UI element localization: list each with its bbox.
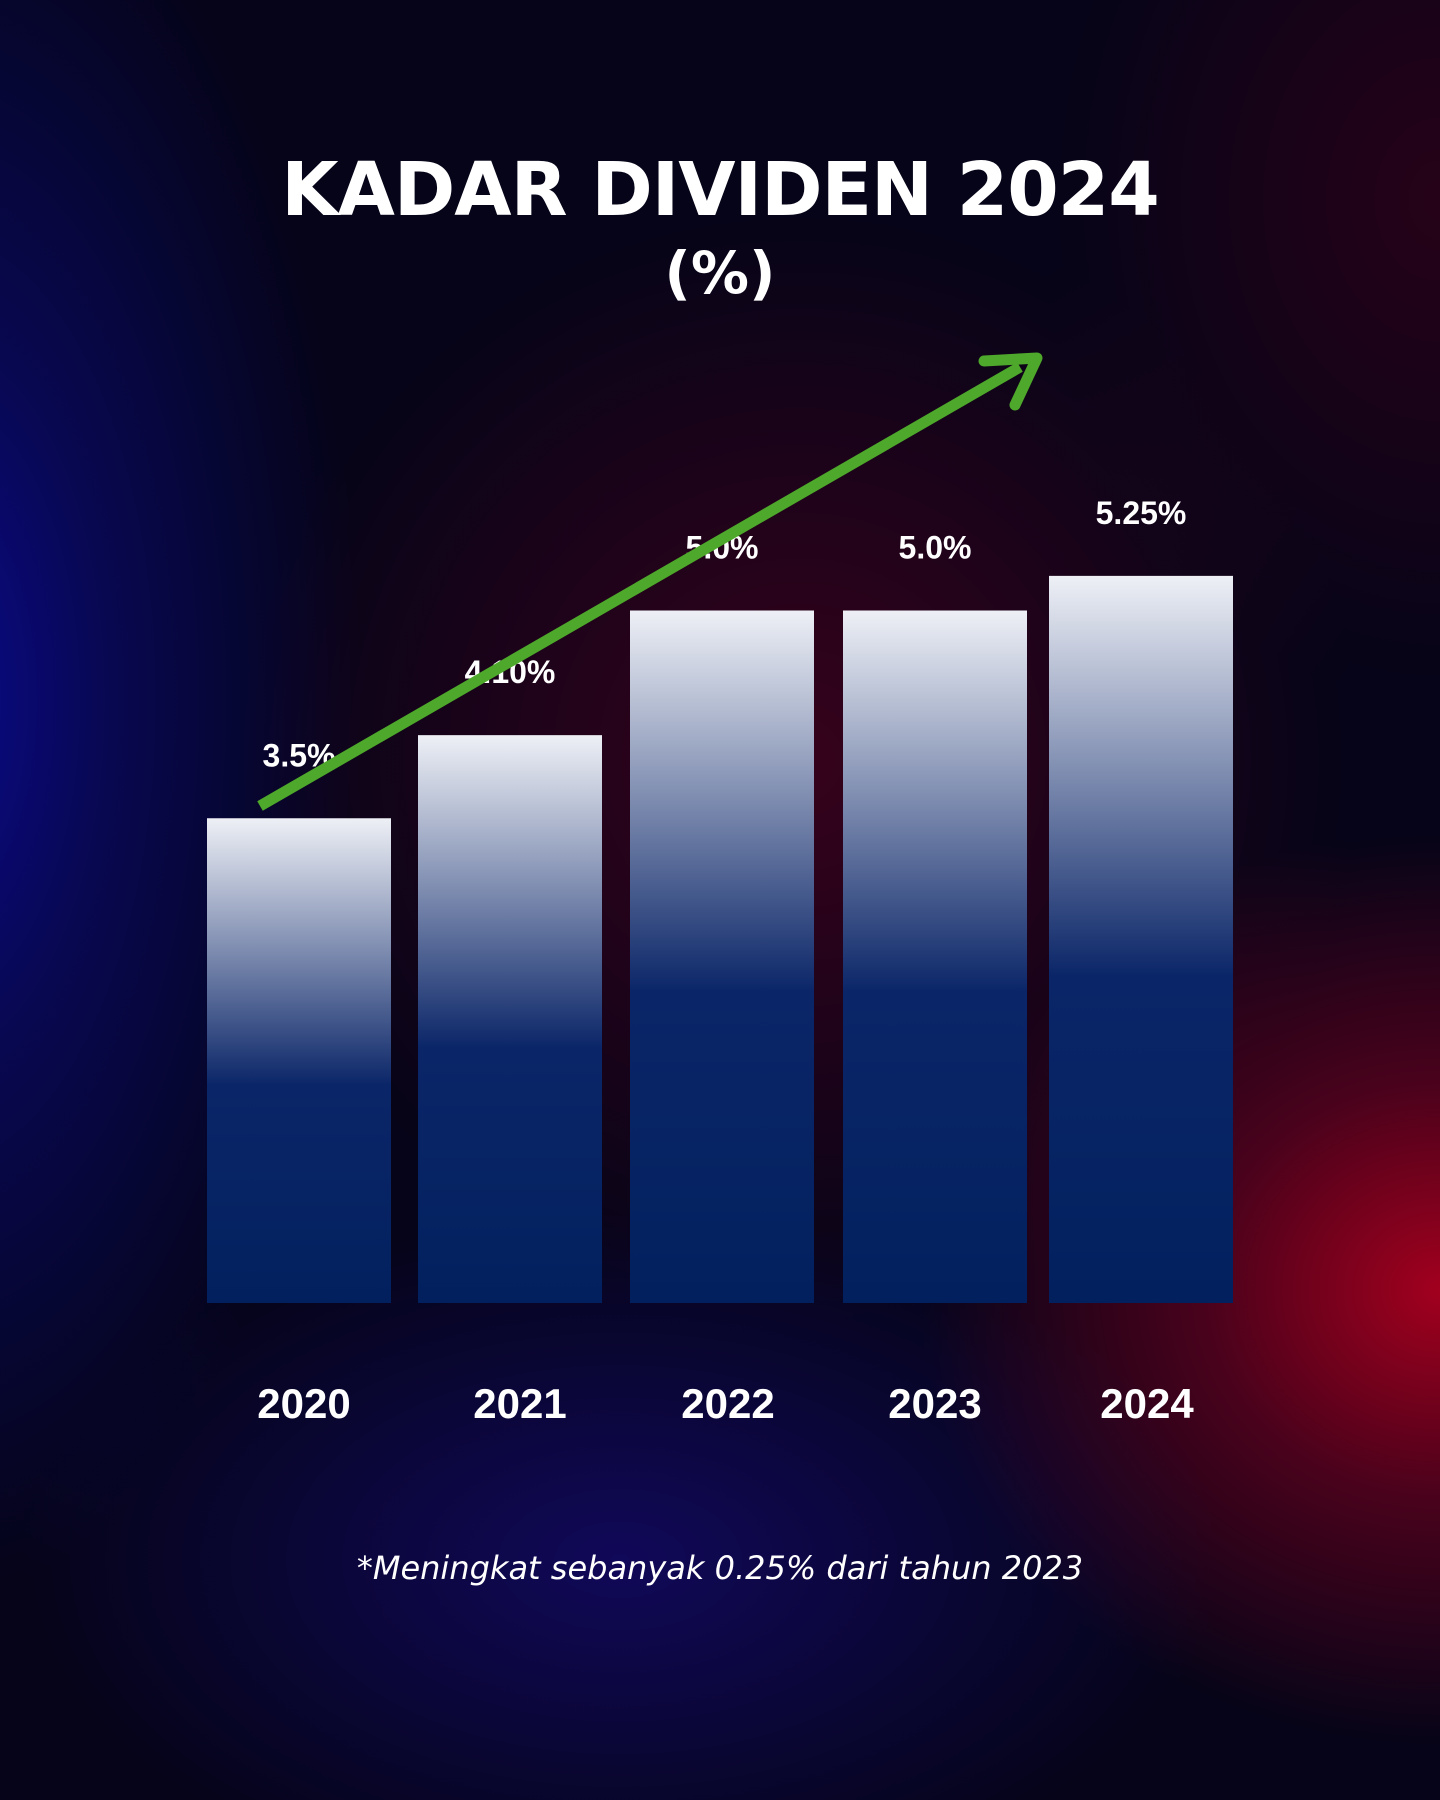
x-tick-label-2024: 2024 (1100, 1380, 1194, 1427)
chart-subtitle: (%) (664, 239, 776, 307)
bar-2020 (207, 818, 391, 1303)
trend-arrow-shaft (257, 362, 1023, 811)
x-tick-label-2020: 2020 (257, 1380, 350, 1427)
bar-2021 (418, 735, 602, 1303)
trend-arrow-icon (257, 352, 1043, 811)
bar-2022 (630, 610, 814, 1303)
bar-2024 (1049, 575, 1233, 1303)
data-label-2024: 5.25% (1096, 495, 1187, 531)
trend-arrow-head (978, 352, 1043, 411)
bar-2023 (843, 610, 1027, 1303)
chart-title: KADAR DIVIDEN 2024 (281, 147, 1159, 233)
bars-group (207, 575, 1233, 1303)
x-tick-label-2023: 2023 (888, 1380, 981, 1427)
footnote: *Meningkat sebanyak 0.25% dari tahun 202… (356, 1549, 1084, 1587)
x-tick-label-2021: 2021 (473, 1380, 566, 1427)
data-label-2023: 5.0% (899, 530, 972, 566)
x-tick-label-2022: 2022 (681, 1380, 774, 1427)
category-axis-labels: 2020 2021 2022 2023 2024 (257, 1380, 1194, 1427)
